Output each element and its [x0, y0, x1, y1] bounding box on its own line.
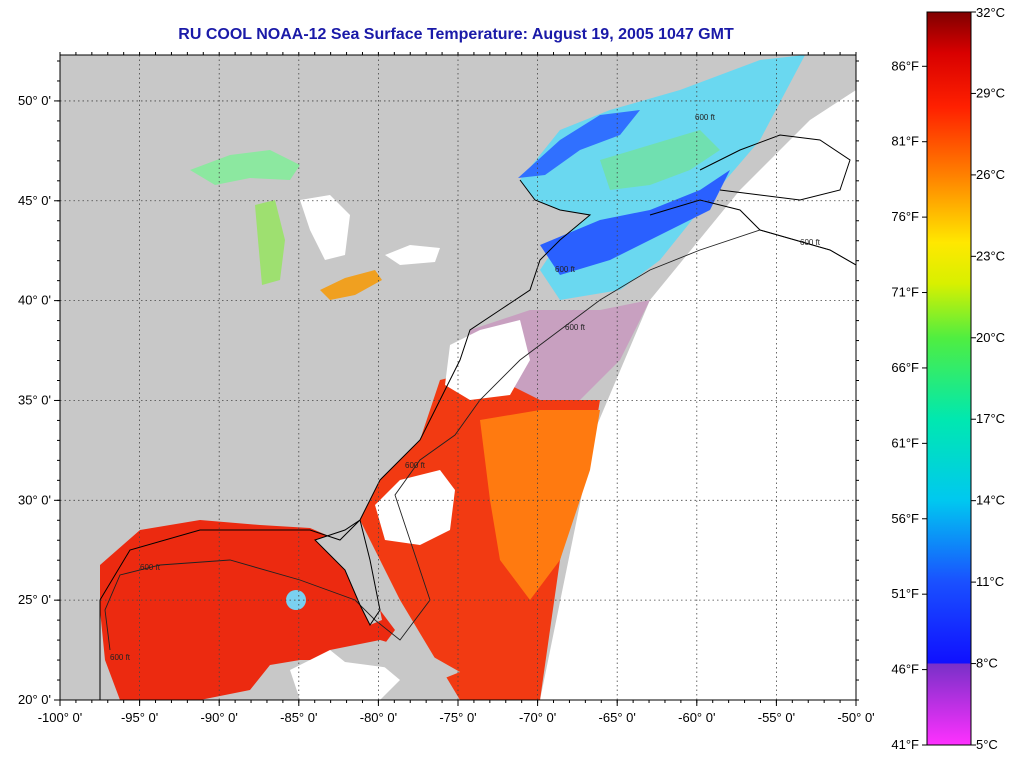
colorbar-label-c: 26°C — [976, 167, 1005, 182]
cloud-patch-offshore-carolinas — [375, 470, 455, 545]
x-tick-label: -95° 0' — [121, 710, 158, 725]
colorbar-label-f: 56°F — [891, 511, 919, 526]
colorbar-label-f: 61°F — [891, 435, 919, 450]
y-tick-label: 25° 0' — [18, 592, 51, 607]
sst-swath-northeast-shelf — [600, 130, 720, 190]
coastline-maritimes — [649, 199, 856, 266]
x-tick-label: -50° 0' — [837, 710, 874, 725]
y-tick-label: 45° 0' — [18, 193, 51, 208]
contour-label: 600 ft — [110, 653, 131, 662]
colorbar-labels: 32°C 29°C 26°C 23°C 20°C 17°C 14°C 11°C 8°C 5°C 86… — [891, 5, 1005, 752]
lake-michigan — [255, 200, 285, 285]
coastline-newfoundland — [699, 134, 851, 201]
colorbar-label-f: 66°F — [891, 360, 919, 375]
colorbar-label-c: 23°C — [976, 248, 1005, 263]
colorbar-gradient — [926, 11, 972, 746]
cool-eddy-gulf — [286, 590, 306, 610]
colorbar-label-c: 8°C — [976, 656, 998, 671]
colorbar-label-f: 86°F — [891, 58, 919, 73]
isobath-600ft — [104, 229, 856, 651]
colorbar-label-f: 76°F — [891, 209, 919, 224]
x-tick-label: -90° 0' — [201, 710, 238, 725]
contour-label: 600 ft — [695, 113, 716, 122]
colorbar-label-c: 17°C — [976, 411, 1005, 426]
ocean-no-data — [540, 90, 856, 700]
y-axis: 20° 0' 25° 0' 30° 0' 35° 0' 40° 0' 45° 0' 50° … — [18, 60, 859, 707]
lake-superior — [190, 150, 300, 185]
lake-huron — [300, 195, 350, 260]
sst-swath-st-lawrence-estuary — [518, 110, 640, 178]
colorbar-label-c: 14°C — [976, 493, 1005, 508]
y-tick-label: 30° 0' — [18, 492, 51, 507]
x-tick-label: -100° 0' — [38, 710, 83, 725]
colorbar: 32°C 29°C 26°C 23°C 20°C 17°C 14°C 11°C 8°C 5°C 86… — [891, 5, 1005, 752]
contour-label: 600 ft — [555, 265, 576, 274]
y-tick-label: 50° 0' — [18, 93, 51, 108]
contour-label: 600 ft — [565, 323, 586, 332]
colorbar-label-c: 29°C — [976, 85, 1005, 100]
contour-label: 600 ft — [800, 238, 821, 247]
coastline — [99, 179, 592, 700]
colorbar-label-f: 81°F — [891, 134, 919, 149]
contour-label: 600 ft — [405, 461, 426, 470]
y-tick-label: 35° 0' — [18, 392, 51, 407]
florida-peninsula — [315, 520, 382, 625]
x-axis: -100° 0' -95° 0' -90° 0' -85° 0' -80° 0' -75°… — [38, 52, 875, 725]
colorbar-label-f: 71°F — [891, 285, 919, 300]
sst-swath-gulf-of-maine — [540, 170, 730, 275]
lake-erie — [320, 270, 382, 300]
colorbar-label-f: 46°F — [891, 662, 919, 677]
x-tick-label: -80° 0' — [360, 710, 397, 725]
y-tick-label: 20° 0' — [18, 692, 51, 707]
colorbar-label-c: 20°C — [976, 330, 1005, 345]
y-tick-label: 40° 0' — [18, 293, 51, 308]
x-tick-label: -75° 0' — [439, 710, 476, 725]
colorbar-label-c: 11°C — [976, 574, 1004, 589]
sst-swath-gulf-stream-orange — [480, 410, 600, 600]
x-tick-label: -60° 0' — [678, 710, 715, 725]
cuba-island — [330, 640, 460, 680]
colorbar-label-f: 51°F — [891, 586, 919, 601]
map-title: RU COOL NOAA-12 Sea Surface Temperature:… — [178, 26, 734, 43]
contour-label: 600 ft — [140, 563, 161, 572]
x-tick-label: -65° 0' — [599, 710, 636, 725]
sst-map: 600 ft 600 ft 600 ft 600 ft 600 ft 600 f… — [60, 55, 856, 700]
colorbar-label-c: 32°C — [976, 5, 1005, 20]
colorbar-label-c: 5°C — [976, 737, 998, 752]
x-tick-label: -55° 0' — [758, 710, 795, 725]
x-tick-label: -85° 0' — [280, 710, 317, 725]
x-tick-label: -70° 0' — [519, 710, 556, 725]
colorbar-label-f: 41°F — [891, 737, 919, 752]
lake-ontario — [385, 245, 440, 265]
